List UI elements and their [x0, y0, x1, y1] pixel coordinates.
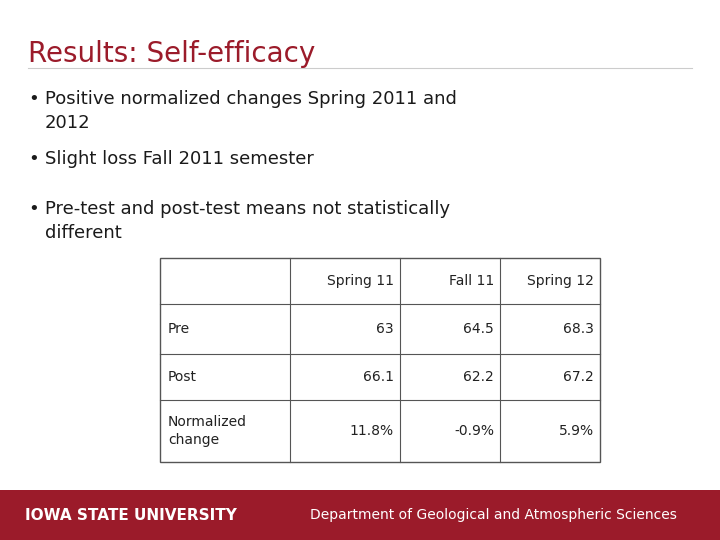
- Text: IOWA STATE UNIVERSITY: IOWA STATE UNIVERSITY: [25, 508, 237, 523]
- Bar: [160, 258, 600, 462]
- Text: Positive normalized changes Spring 2011 and
2012: Positive normalized changes Spring 2011 …: [45, 90, 457, 132]
- Text: Post: Post: [168, 370, 197, 384]
- Text: •: •: [28, 150, 39, 168]
- Text: Spring 12: Spring 12: [527, 274, 594, 288]
- Text: 67.2: 67.2: [563, 370, 594, 384]
- Text: •: •: [28, 200, 39, 218]
- Text: 11.8%: 11.8%: [350, 424, 394, 438]
- Bar: [0, 490, 720, 540]
- Text: Spring 11: Spring 11: [327, 274, 394, 288]
- Text: 5.9%: 5.9%: [559, 424, 594, 438]
- Text: 63: 63: [377, 322, 394, 336]
- Text: -0.9%: -0.9%: [454, 424, 494, 438]
- Text: Fall 11: Fall 11: [449, 274, 494, 288]
- Text: Slight loss Fall 2011 semester: Slight loss Fall 2011 semester: [45, 150, 314, 168]
- Text: Normalized
change: Normalized change: [168, 415, 247, 447]
- Text: 64.5: 64.5: [463, 322, 494, 336]
- Text: Department of Geological and Atmospheric Sciences: Department of Geological and Atmospheric…: [310, 508, 677, 522]
- Text: •: •: [28, 90, 39, 108]
- Text: 68.3: 68.3: [563, 322, 594, 336]
- Text: 62.2: 62.2: [463, 370, 494, 384]
- Text: Pre-test and post-test means not statistically
different: Pre-test and post-test means not statist…: [45, 200, 450, 241]
- Text: Results: Self-efficacy: Results: Self-efficacy: [28, 40, 315, 68]
- Text: Pre: Pre: [168, 322, 190, 336]
- Text: 66.1: 66.1: [363, 370, 394, 384]
